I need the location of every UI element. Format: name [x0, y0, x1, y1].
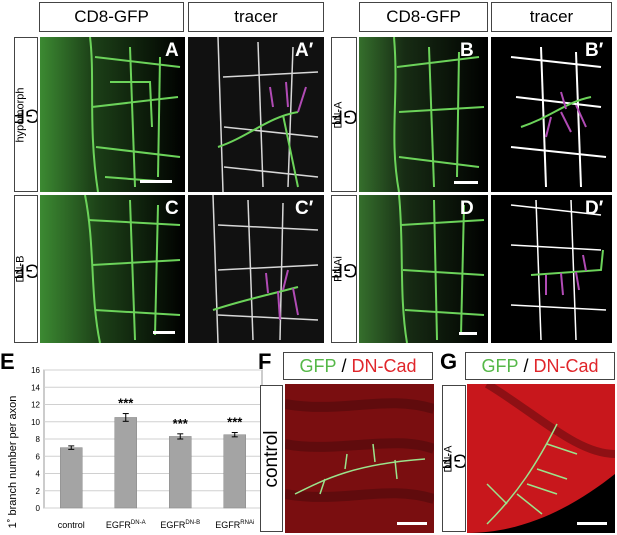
row-label-egfr-dn-a: EGFRDN-A [331, 37, 357, 192]
panel-label-a-prime: A′ [295, 40, 314, 61]
x-tick-label: EGFRDN-A [106, 520, 146, 530]
panel-b-neurons [359, 37, 488, 192]
bar [60, 447, 83, 509]
header-cd8-gfp-left: CD8-GFP [39, 2, 184, 32]
row-label-egfr-dn-b: EGFRDN-B [14, 195, 38, 343]
row-label-egfr-rnai: EGFRRNAi [331, 195, 357, 343]
legend-dncad: DN-Cad [533, 355, 599, 376]
legend-slash: / [336, 355, 352, 376]
panel-label-d-prime: D′ [585, 198, 604, 219]
x-tick-label: EGFRDN-B [160, 520, 200, 530]
panel-label-a: A [165, 40, 179, 61]
significance-marker: *** [173, 416, 189, 431]
panel-label-b-prime: B′ [585, 40, 604, 61]
y-tick-label: 10 [31, 418, 40, 427]
panel-c-gfp-image [40, 195, 185, 343]
y-tick-label: 16 [31, 366, 40, 375]
panel-d-tracer-image [491, 195, 612, 343]
row-label-d-base: EGFR [331, 259, 357, 281]
panel-g-side-label: EGFRDN-A [442, 385, 466, 532]
panel-g-image [467, 384, 615, 533]
panel-label-c-prime: C′ [295, 198, 314, 219]
x-tick-label: EGFRRNAi [215, 520, 254, 530]
scale-bar [140, 180, 172, 183]
panel-d-neurons [359, 195, 488, 343]
panel-f-neurons [285, 398, 434, 504]
panel-d-tracer-neurons [510, 199, 607, 341]
panel-label-d: D [460, 198, 474, 219]
legend-gfp-dncad-f: GFP / DN-Cad [283, 352, 433, 380]
panel-f-image [285, 384, 434, 533]
row-label-a-base: EGFR [14, 104, 37, 126]
panel-a-tracer-neurons [217, 37, 319, 192]
panel-c-tracer-neurons [212, 195, 319, 343]
branch-number-bar-chart: 1˚ branch number per axon *** *** *** 0 2 4 6… [7, 366, 263, 530]
panel-a-tracer-image [188, 37, 324, 192]
significance-marker: *** [227, 415, 243, 430]
y-tick-label: 0 [36, 504, 41, 513]
y-tick-label: 8 [36, 435, 41, 444]
scale-bar [459, 332, 477, 335]
bar [169, 436, 192, 509]
panel-label-b: B [460, 40, 474, 61]
panel-label-f: F [258, 349, 272, 374]
panel-g-neurons [467, 384, 615, 533]
panel-a-gfp-image [40, 37, 185, 192]
header-tracer-right: tracer [491, 2, 612, 32]
scale-bar [397, 522, 427, 525]
row-label-egfr-hypomorph: EGFRhypomorph [14, 37, 38, 192]
panel-c-neurons [40, 195, 185, 343]
row-label-c-base: EGFR [14, 259, 37, 281]
y-tick-label: 4 [36, 470, 41, 479]
panel-b-tracer-image [491, 37, 612, 192]
row-label-b-base: EGFR [331, 104, 357, 126]
bar [114, 417, 137, 509]
x-tick-label: control [58, 520, 85, 530]
panel-d-gfp-image [359, 195, 488, 343]
scale-bar [454, 181, 478, 184]
panel-g-label-base: EGFR [442, 448, 465, 470]
panel-c-tracer-image [188, 195, 324, 343]
panel-label-g: G [440, 349, 458, 374]
y-axis-label: 1˚ branch number per axon [7, 396, 19, 529]
y-tick-label: 2 [36, 487, 41, 496]
scale-bar [577, 522, 607, 525]
scale-bar [153, 331, 175, 334]
y-tick-label: 14 [31, 383, 40, 392]
legend-gfp: GFP [299, 355, 337, 376]
panel-b-gfp-image [359, 37, 488, 192]
panel-f-side-label: control [260, 385, 283, 532]
legend-gfp-dncad-g: GFP / DN-Cad [465, 352, 615, 380]
panel-b-tracer-neurons [510, 46, 607, 188]
legend-slash: / [518, 355, 534, 376]
bar [223, 434, 246, 509]
legend-dncad: DN-Cad [351, 355, 417, 376]
header-tracer-left: tracer [188, 2, 324, 32]
legend-gfp: GFP [481, 355, 519, 376]
y-tick-label: 6 [36, 452, 41, 461]
panel-a-neurons [40, 37, 185, 192]
panel-f-control-label: control [260, 429, 282, 488]
significance-marker: *** [118, 396, 134, 411]
panel-label-e: E [0, 349, 15, 374]
y-tick-label: 12 [31, 401, 40, 410]
panel-label-c: C [165, 198, 179, 219]
header-cd8-gfp-right: CD8-GFP [359, 2, 488, 32]
